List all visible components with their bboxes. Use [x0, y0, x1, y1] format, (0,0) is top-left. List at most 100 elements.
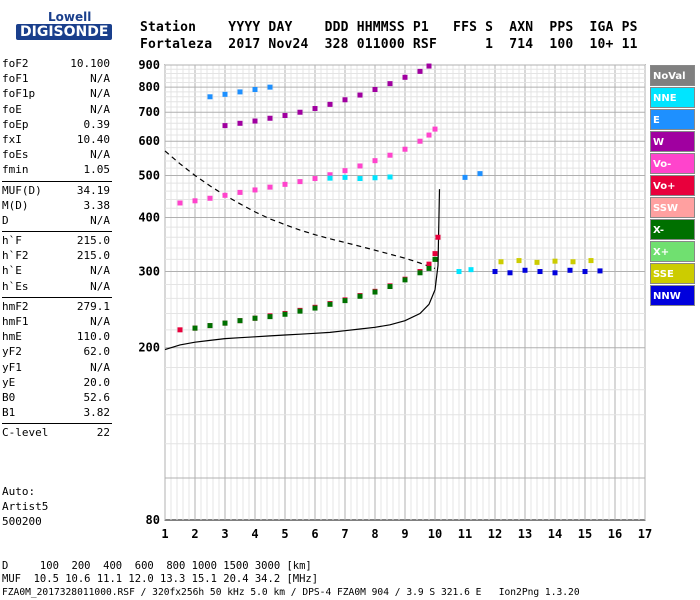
param-value: 22: [96, 426, 110, 440]
echo-point-w: [297, 109, 303, 115]
param-value: 20.0: [83, 375, 111, 389]
param-name: yF1: [2, 360, 22, 374]
param-name: MUF(D): [2, 183, 42, 197]
echo-point-w: [426, 63, 432, 69]
echo-point-x-: [402, 277, 408, 283]
param-value: 62.0: [83, 345, 111, 359]
param-name: foF1p: [2, 87, 36, 101]
param-name: foF1: [2, 72, 29, 86]
param-value: 10.100: [70, 57, 110, 70]
echo-point-w: [372, 87, 378, 93]
logo-lowell-text: Lowell: [48, 10, 92, 24]
x-tick-label: 14: [548, 527, 562, 541]
echo-point-sse: [588, 258, 594, 264]
param-row: foF2 10.100: [2, 57, 114, 72]
legend-item-sse: SSE: [650, 263, 695, 284]
legend-item-ssw: SSW: [650, 197, 695, 218]
param-name: hmE: [2, 330, 22, 344]
x-tick-label: 8: [371, 527, 378, 541]
param-row: C-level 22: [2, 426, 114, 441]
legend-item-vo-: Vo-: [650, 153, 695, 174]
echo-point-x-: [192, 325, 198, 331]
echo-point-w: [312, 106, 318, 112]
param-name: hmF2: [2, 299, 29, 313]
y-tick-label: 700: [138, 105, 160, 119]
echo-point-nnw: [537, 269, 543, 275]
echo-point-nne: [327, 175, 333, 181]
param-row: foEp 0.39: [2, 118, 114, 133]
param-row: foF1p N/A: [2, 87, 114, 102]
echo-point-nne: [456, 269, 462, 275]
legend-item-x-: X+: [650, 241, 695, 262]
y-tick-label: 300: [138, 265, 160, 279]
echo-point-w: [282, 112, 288, 118]
param-row: h`F2 215.0: [2, 249, 114, 264]
param-value: 1.05: [83, 163, 111, 177]
echo-point-nnw: [597, 268, 603, 274]
x-tick-label: 13: [518, 527, 532, 541]
param-value: 279.1: [76, 299, 110, 313]
legend-item-vo-: Vo+: [650, 175, 695, 196]
x-tick-label: 11: [458, 527, 472, 541]
param-row: fxI 10.40: [2, 133, 114, 148]
echo-point-e: [267, 84, 273, 90]
echo-point-e: [207, 94, 213, 100]
y-tick-label: 600: [138, 134, 160, 148]
echo-point-x-: [267, 314, 273, 320]
param-row: foE N/A: [2, 103, 114, 118]
param-row: fmin 1.05: [2, 163, 114, 178]
echo-point-x-: [432, 256, 438, 262]
param-name: B0: [2, 390, 16, 404]
param-row: yE 20.0: [2, 376, 114, 391]
echo-point-w: [237, 120, 243, 126]
param-row: h`E N/A: [2, 264, 114, 279]
echo-point-e: [222, 91, 228, 97]
echo-point-w: [342, 97, 348, 103]
param-value: N/A: [90, 360, 110, 374]
param-name: D: [2, 213, 9, 227]
param-row: foEs N/A: [2, 148, 114, 163]
param-value: N/A: [90, 213, 110, 227]
footer-muf-row: MUF 10.5 10.6 11.1 12.0 13.3 15.1 20.4 3…: [2, 573, 319, 585]
param-name: h`F2: [2, 249, 29, 263]
legend-item-noval: NoVal: [650, 65, 695, 86]
param-value: N/A: [90, 87, 110, 101]
echo-point-x-: [342, 298, 348, 304]
echo-point-sse: [498, 259, 504, 265]
echo-point-x-: [207, 323, 213, 329]
x-tick-label: 7: [341, 527, 348, 541]
echo-point-nnw: [552, 270, 558, 276]
echo-point-x-: [357, 293, 363, 299]
param-value: 3.38: [83, 198, 111, 212]
x-tick-label: 9: [401, 527, 408, 541]
echo-point-vo-: [342, 168, 348, 174]
echo-point-nnw: [492, 269, 498, 275]
echo-point-x-: [282, 311, 288, 317]
echo-point-vo-: [252, 187, 258, 193]
param-value: 3.82: [83, 406, 111, 420]
x-tick-label: 1: [161, 527, 168, 541]
density-profile-dashed-line: [164, 150, 436, 269]
x-tick-label: 6: [311, 527, 318, 541]
param-value: N/A: [90, 148, 110, 162]
echo-point-vo-: [312, 176, 318, 182]
param-name: M(D): [2, 198, 29, 212]
x-tick-label: 2: [191, 527, 198, 541]
echo-point-x-: [387, 284, 393, 290]
y-tick-label: 500: [138, 168, 160, 182]
echo-point-e: [252, 87, 258, 93]
param-name: yE: [2, 375, 16, 389]
echo-point-w: [327, 101, 333, 107]
header-labels: Station YYYY DAY DDD HHMMSS P1 FFS S AXN…: [140, 20, 638, 35]
y-tick-label: 200: [138, 341, 160, 355]
echo-point-vo-: [237, 189, 243, 195]
echo-point-w: [222, 123, 228, 129]
param-name: h`E: [2, 264, 22, 278]
y-tick-label: 80: [146, 513, 160, 527]
echo-point-vo-: [192, 198, 198, 204]
param-name: foEp: [2, 117, 29, 131]
echo-point-vo-: [267, 184, 273, 190]
x-tick-label: 16: [608, 527, 622, 541]
y-tick-label: 400: [138, 210, 160, 224]
param-name: fmin: [2, 163, 29, 177]
